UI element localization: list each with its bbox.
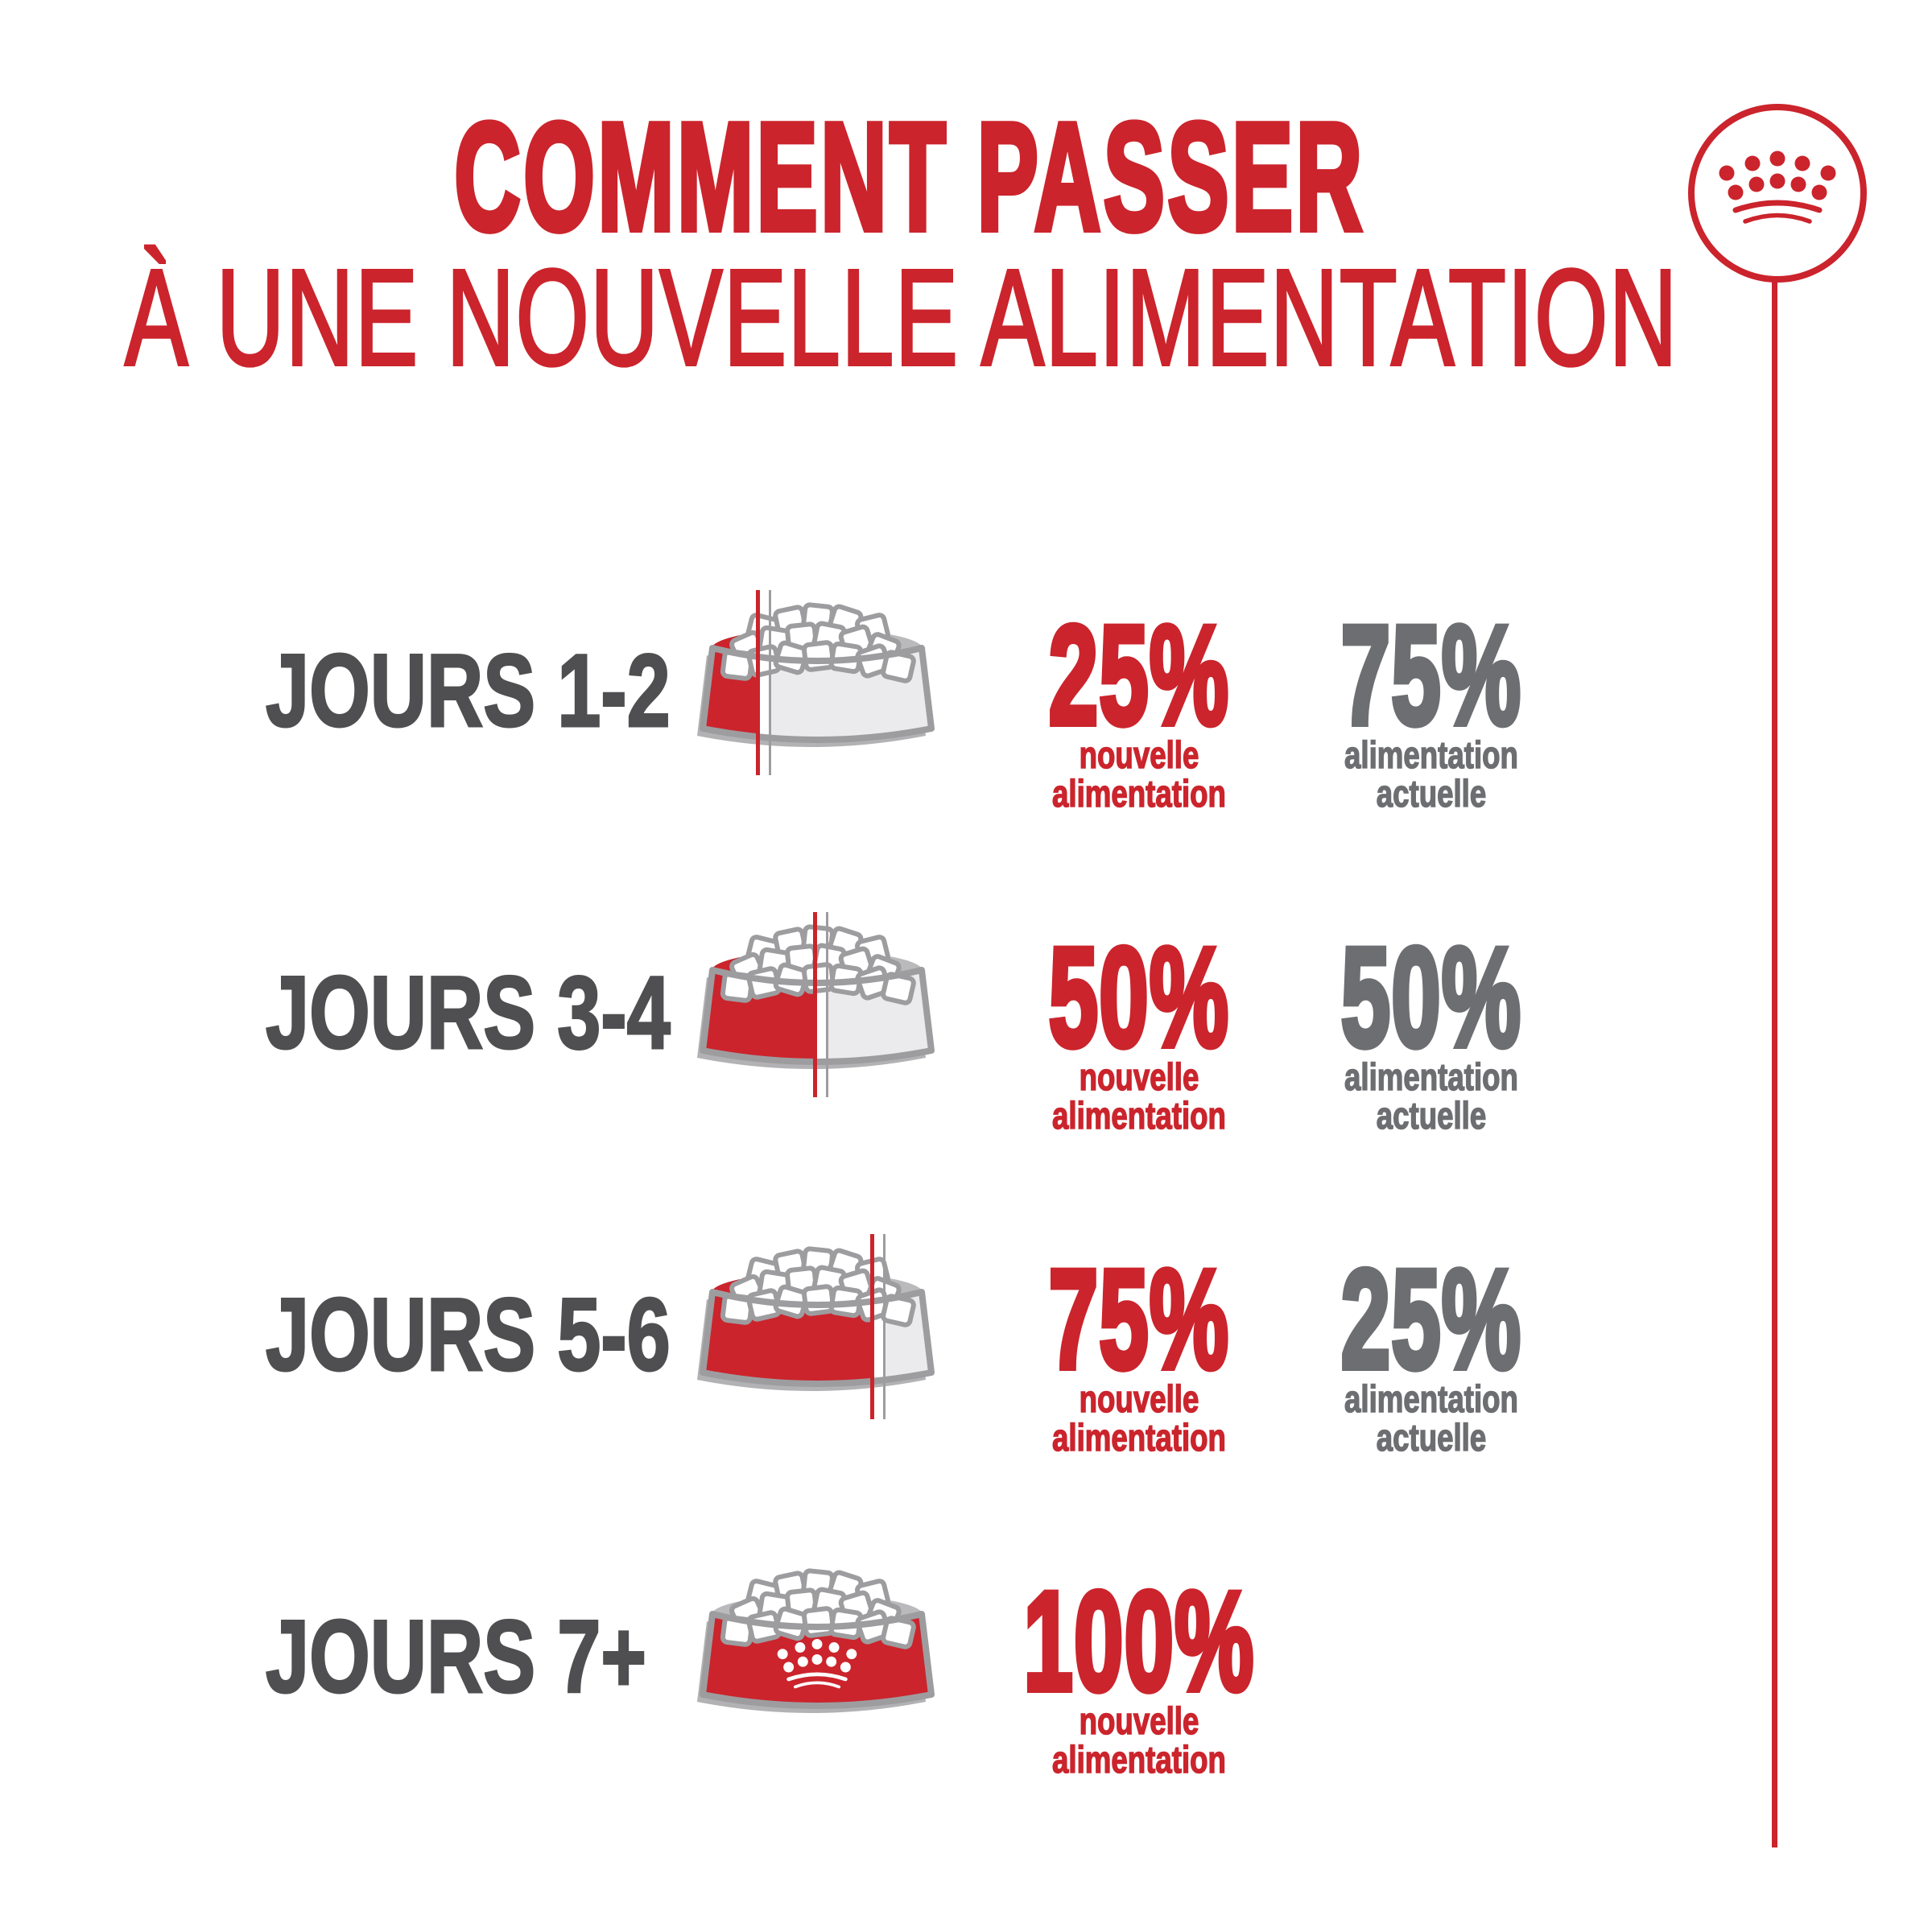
day-range-label: JOURS 5-6: [265, 1278, 671, 1393]
divider-line-gray: [826, 912, 828, 1097]
new-food-percentage: 100%: [1022, 1563, 1256, 1720]
bowl-icon-25-percent-new: [680, 584, 954, 833]
new-food-percentage: 50%: [1046, 919, 1230, 1076]
title-line-1: COMMENT PASSER: [0, 92, 1819, 294]
title-line-1-text: COMMENT PASSER: [452, 92, 1365, 262]
current-food-percentage: 75%: [1339, 597, 1522, 754]
bowl-icon-75-percent-new: [680, 1228, 954, 1477]
royal-canin-logo-circle: [1688, 104, 1867, 283]
new-food-block: 100% nouvelle alimentation: [1022, 1563, 1256, 1837]
divider-line-red: [756, 590, 760, 775]
new-food-block: 75% nouvelle alimentation: [1022, 1241, 1256, 1515]
new-food-percentage: 75%: [1046, 1241, 1230, 1398]
new-food-caption: nouvelle alimentation: [1051, 1377, 1226, 1459]
new-food-block: 25% nouvelle alimentation: [1022, 597, 1256, 871]
new-food-percentage: 25%: [1046, 597, 1230, 754]
current-food-caption: alimentation actuelle: [1344, 733, 1518, 815]
divider-line-red: [870, 1234, 874, 1419]
current-food-percentage: 50%: [1339, 919, 1522, 1076]
current-food-caption: alimentation actuelle: [1344, 1055, 1518, 1137]
bowl-icon-50-percent-new: [680, 906, 954, 1155]
vertical-accent-line: [1772, 281, 1777, 1847]
current-food-block: 75% alimentation actuelle: [1315, 597, 1548, 871]
divider-line-red: [813, 912, 817, 1097]
transition-row-days-7-plus: JOURS 7+ 100% nouvelle: [0, 1530, 1932, 1852]
new-food-caption: nouvelle alimentation: [1051, 1055, 1226, 1137]
current-food-block: 50% alimentation actuelle: [1315, 919, 1548, 1193]
bowl-icon-100-percent-new: [680, 1550, 954, 1799]
divider-line-gray: [883, 1234, 886, 1419]
new-food-block: 50% nouvelle alimentation: [1022, 919, 1256, 1193]
day-range-label: JOURS 1-2: [265, 634, 671, 749]
current-food-percentage: 25%: [1339, 1241, 1522, 1398]
title-line-2-text: À UNE NOUVELLE ALIMENTATION: [124, 242, 1678, 394]
current-food-block: 25% alimentation actuelle: [1315, 1241, 1548, 1515]
day-range-label: JOURS 3-4: [265, 956, 671, 1071]
current-food-caption: alimentation actuelle: [1344, 1377, 1518, 1459]
transition-row-days-5-6: JOURS 5-6 75% nouvelle: [0, 1208, 1932, 1530]
crown-icon: [1721, 152, 1834, 233]
new-food-caption: nouvelle alimentation: [1051, 733, 1226, 815]
title-line-2: À UNE NOUVELLE ALIMENTATION: [0, 242, 1803, 419]
divider-line-gray: [769, 590, 771, 775]
transition-row-days-1-2: JOURS 1-2 25% nouvelle: [0, 564, 1932, 886]
transition-row-days-3-4: JOURS 3-4 50% nouvelle: [0, 886, 1932, 1208]
day-range-label: JOURS 7+: [265, 1600, 647, 1715]
new-food-caption: nouvelle alimentation: [1051, 1699, 1226, 1781]
